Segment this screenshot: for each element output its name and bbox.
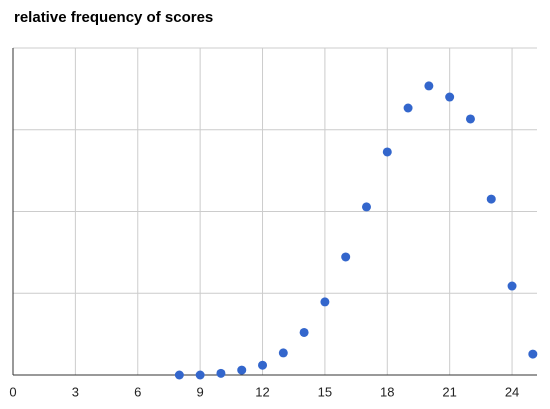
point — [465, 114, 475, 124]
point — [320, 297, 330, 307]
point — [528, 349, 538, 359]
point — [258, 360, 268, 370]
point — [195, 370, 205, 380]
x-tick-label: 9 — [197, 384, 204, 399]
point — [361, 202, 371, 212]
point — [507, 281, 517, 291]
x-tick-label: 6 — [134, 384, 141, 399]
point — [403, 103, 413, 113]
x-tick-label: 3 — [72, 384, 79, 399]
chart-title: relative frequency of scores — [14, 9, 213, 26]
x-tick-label: 21 — [442, 384, 456, 399]
point — [237, 365, 247, 375]
x-tick-label: 18 — [380, 384, 394, 399]
point — [278, 348, 288, 358]
point — [382, 147, 392, 157]
x-tick-label: 0 — [9, 384, 16, 399]
point — [445, 92, 455, 102]
point — [299, 327, 309, 337]
point — [486, 194, 496, 204]
point — [424, 81, 434, 91]
point — [341, 252, 351, 262]
x-tick-label: 12 — [255, 384, 269, 399]
x-tick-label: 24 — [505, 384, 519, 399]
point — [174, 370, 184, 380]
x-tick-label: 15 — [318, 384, 332, 399]
point — [216, 368, 226, 378]
